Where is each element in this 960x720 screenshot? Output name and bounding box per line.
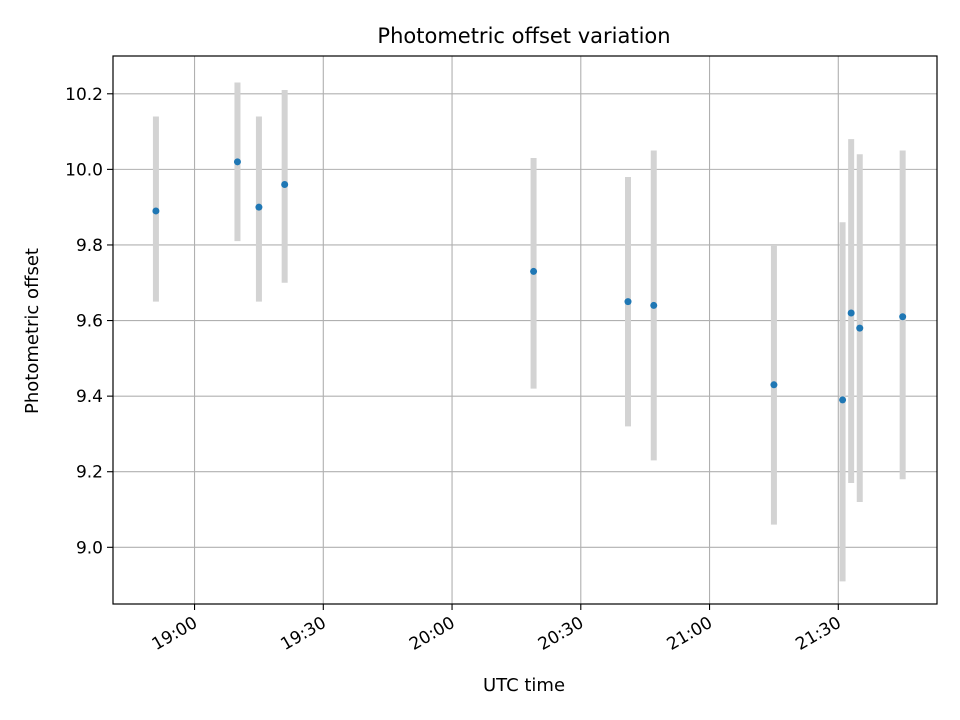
y-tick-label: 10.0 xyxy=(65,160,103,180)
data-points xyxy=(152,158,907,404)
data-point xyxy=(856,324,864,332)
x-tick-label: 19:30 xyxy=(277,613,329,655)
x-tick-label: 19:00 xyxy=(149,613,201,655)
y-tick-label: 9.0 xyxy=(76,538,103,558)
error-bars xyxy=(152,82,906,582)
data-point xyxy=(899,313,907,321)
data-point xyxy=(770,381,778,389)
x-axis-ticks: 19:00 19:30 20:00 20:30 21:00 21:30 xyxy=(149,604,845,655)
data-point xyxy=(152,207,160,215)
x-tick-label: 20:00 xyxy=(406,613,458,655)
data-point xyxy=(255,203,263,211)
x-axis-label: UTC time xyxy=(483,675,565,696)
y-axis-ticks: 9.0 9.2 9.4 9.6 9.8 10.0 10.2 xyxy=(65,85,113,558)
x-tick-label: 20:30 xyxy=(535,613,587,655)
y-tick-label: 10.2 xyxy=(65,85,103,105)
y-tick-label: 9.8 xyxy=(76,236,103,256)
data-point xyxy=(233,158,241,166)
data-point xyxy=(847,309,855,317)
data-point xyxy=(281,180,289,188)
chart-title: Photometric offset variation xyxy=(377,24,670,48)
data-point xyxy=(624,298,632,306)
y-axis-label: Photometric offset xyxy=(22,248,43,414)
x-tick-label: 21:30 xyxy=(792,613,844,655)
y-tick-label: 9.2 xyxy=(76,463,103,483)
grid xyxy=(113,56,937,604)
data-point xyxy=(530,267,538,275)
plot-frame xyxy=(112,55,938,605)
y-tick-label: 9.6 xyxy=(76,312,103,332)
y-tick-label: 9.4 xyxy=(76,387,103,407)
data-point xyxy=(650,301,658,309)
data-point xyxy=(839,396,847,404)
x-tick-label: 21:00 xyxy=(664,613,716,655)
